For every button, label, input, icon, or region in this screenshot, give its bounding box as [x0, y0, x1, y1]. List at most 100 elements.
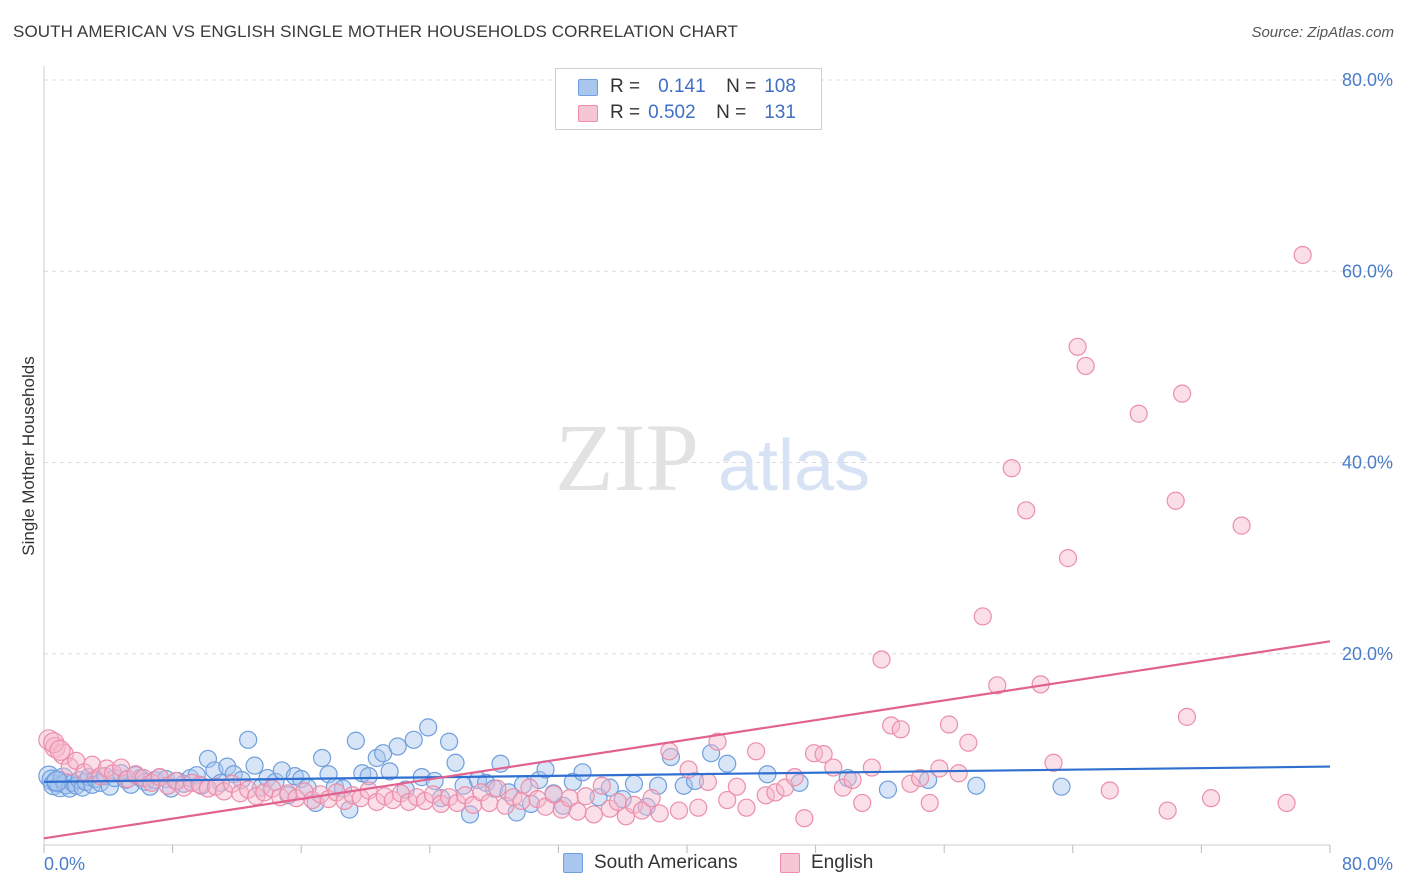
data-point [568, 802, 587, 821]
data-point [404, 730, 423, 749]
data-point [1052, 777, 1071, 796]
data-point [245, 756, 264, 775]
blue-swatch [563, 853, 583, 873]
data-point [959, 733, 978, 752]
y-tick-label: 20.0% [1342, 644, 1393, 664]
data-point [1068, 337, 1087, 356]
y-tick-label: 40.0% [1342, 453, 1393, 473]
data-point [560, 789, 579, 808]
data-point [901, 774, 920, 793]
data-point [689, 798, 708, 817]
data-point [1076, 356, 1095, 376]
data-point [488, 779, 507, 798]
data-point [862, 758, 881, 777]
pink-swatch [780, 853, 800, 873]
data-point [446, 753, 465, 772]
legend-item-english[interactable]: English [780, 852, 873, 874]
legend-label: English [811, 852, 874, 873]
data-point [1232, 516, 1251, 535]
data-point [882, 716, 901, 735]
data-point [642, 789, 661, 808]
data-point [346, 731, 365, 750]
data-point [949, 764, 968, 783]
r-label: R = [610, 102, 641, 123]
data-point [747, 742, 766, 761]
data-point [359, 767, 378, 786]
data-point [833, 778, 853, 797]
data-point [718, 754, 737, 773]
r-value: 0.502 [648, 102, 696, 123]
legend-label: South Americans [594, 852, 738, 873]
n-label: N = [726, 76, 757, 97]
data-point [967, 776, 986, 795]
series-legend: South Americans English [0, 852, 1406, 878]
data-point [872, 650, 891, 669]
data-point [790, 773, 809, 792]
data-point [380, 762, 399, 781]
data-point [650, 804, 669, 823]
data-point [512, 791, 531, 811]
data-point [592, 776, 611, 795]
r-label: R = [610, 76, 641, 97]
data-point [988, 676, 1007, 695]
data-point [1293, 245, 1312, 265]
data-point [1166, 491, 1185, 510]
axes [43, 66, 1331, 853]
data-point [1158, 801, 1177, 820]
data-point [685, 771, 705, 791]
r-value: 0.141 [658, 76, 706, 97]
data-point [702, 744, 721, 763]
data-point [632, 801, 652, 820]
data-point [624, 774, 644, 793]
data-point [669, 801, 689, 820]
data-point [930, 759, 949, 778]
data-point [340, 800, 359, 819]
data-point [679, 760, 698, 779]
data-point [718, 790, 737, 810]
data-point [198, 749, 218, 769]
data-point [814, 745, 833, 764]
tick-labels: 20.0% 40.0% 60.0% 80.0% 0.0% 80.0% [44, 70, 1393, 874]
data-point [573, 763, 592, 782]
data-point [1201, 789, 1221, 808]
data-point [1002, 459, 1021, 478]
data-point [1100, 781, 1119, 800]
n-value: 108 [764, 76, 796, 97]
data-point [544, 785, 563, 804]
source-label: Source: ZipAtlas.com [1251, 24, 1394, 41]
series-south-americans [38, 718, 1071, 824]
data-point [419, 718, 438, 737]
data-point [785, 768, 804, 787]
data-point [460, 805, 480, 824]
data-point [766, 783, 785, 802]
data-point [939, 715, 959, 734]
watermark-zip: ZIP [555, 404, 699, 511]
data-point [239, 730, 258, 749]
data-point [878, 780, 898, 799]
data-point [584, 805, 603, 824]
data-point [613, 789, 632, 809]
y-tick-label: 80.0% [1342, 70, 1393, 90]
data-point [853, 793, 872, 813]
data-point [674, 776, 693, 795]
data-point [507, 803, 526, 822]
data-point [1177, 707, 1197, 726]
data-point [804, 744, 824, 763]
data-point [727, 777, 746, 796]
data-point [439, 732, 459, 751]
legend-row-south-americans: R = 0.141 N = 108 [578, 75, 796, 99]
legend-row-english: R = 0.502 N = 131 [578, 101, 796, 125]
series-english [38, 245, 1312, 828]
data-point [1017, 501, 1036, 520]
legend-item-south-americans[interactable]: South Americans [563, 852, 738, 874]
grid-lines [44, 79, 1392, 655]
pink-swatch [578, 104, 598, 122]
y-tick-label: 60.0% [1342, 261, 1393, 281]
chart-title: SOUTH AMERICAN VS ENGLISH SINGLE MOTHER … [13, 22, 739, 41]
data-point [1173, 384, 1192, 403]
data-point [843, 770, 862, 790]
data-point [737, 798, 756, 817]
data-point [1277, 793, 1296, 813]
data-point [795, 809, 814, 828]
